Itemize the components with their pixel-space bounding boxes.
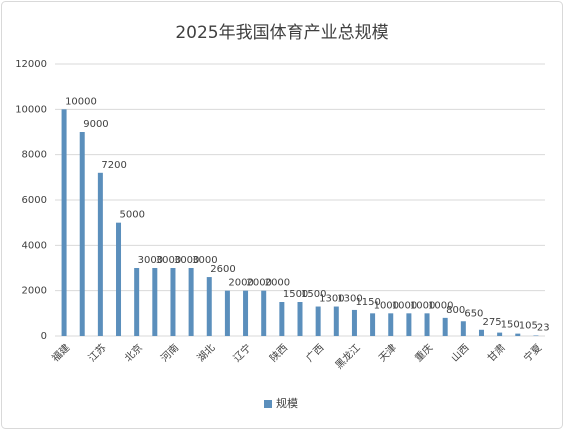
bar (351, 309, 357, 336)
bar (533, 335, 539, 336)
y-tick-label: 6000 (22, 195, 47, 206)
bar (279, 302, 285, 336)
value-label: 1500 (283, 289, 308, 300)
bar (460, 321, 466, 336)
bar (478, 329, 484, 336)
value-label: 1300 (319, 294, 344, 305)
value-label: 1000 (410, 300, 435, 311)
value-label: 2600 (210, 264, 235, 275)
bar (79, 132, 85, 336)
bar (497, 332, 503, 336)
bar (152, 268, 158, 336)
y-tick-label: 10000 (15, 104, 47, 115)
value-label: 3000 (192, 255, 217, 266)
bar (315, 306, 321, 336)
bar (116, 222, 122, 336)
bar (188, 268, 194, 336)
bar (388, 313, 394, 336)
value-label: 23 (537, 322, 550, 333)
value-label: 1000 (392, 300, 417, 311)
chart-title: 2025年我国体育产业总规模 (175, 23, 388, 43)
bar (515, 333, 521, 336)
value-label: 7200 (101, 160, 126, 171)
y-tick-label: 2000 (22, 286, 47, 297)
bar (261, 290, 267, 336)
bar (424, 313, 430, 336)
value-label: 2000 (228, 278, 253, 289)
value-label: 650 (464, 308, 483, 319)
bar (370, 313, 376, 336)
y-tick-label: 8000 (22, 150, 47, 161)
bar (442, 317, 448, 336)
value-label: 3000 (156, 255, 181, 266)
value-label: 3000 (138, 255, 163, 266)
value-label: 1150 (355, 297, 380, 308)
y-tick-label: 4000 (22, 240, 47, 251)
value-label: 3000 (174, 255, 199, 266)
value-label: 105 (519, 321, 538, 332)
value-label: 150 (501, 320, 520, 331)
bar (97, 172, 103, 336)
value-label: 1000 (428, 300, 453, 311)
value-label: 1000 (374, 300, 399, 311)
value-label: 5000 (120, 210, 145, 221)
bar (333, 306, 339, 336)
bar (406, 313, 412, 336)
value-label: 800 (446, 305, 465, 316)
bar (224, 290, 230, 336)
bar (243, 290, 249, 336)
bar (134, 268, 140, 336)
legend-label: 规模 (276, 396, 298, 410)
bar (170, 268, 176, 336)
value-label: 2000 (265, 278, 290, 289)
value-label: 10000 (65, 96, 97, 107)
bar (206, 277, 212, 336)
y-tick-label: 0 (41, 331, 47, 342)
value-label: 2000 (247, 278, 272, 289)
legend-swatch (264, 400, 272, 408)
value-label: 1500 (301, 289, 326, 300)
value-label: 275 (482, 317, 501, 328)
value-label: 1300 (337, 294, 362, 305)
value-label: 9000 (83, 119, 108, 130)
y-tick-label: 12000 (15, 59, 47, 70)
bar (61, 109, 67, 336)
bar (297, 302, 303, 336)
